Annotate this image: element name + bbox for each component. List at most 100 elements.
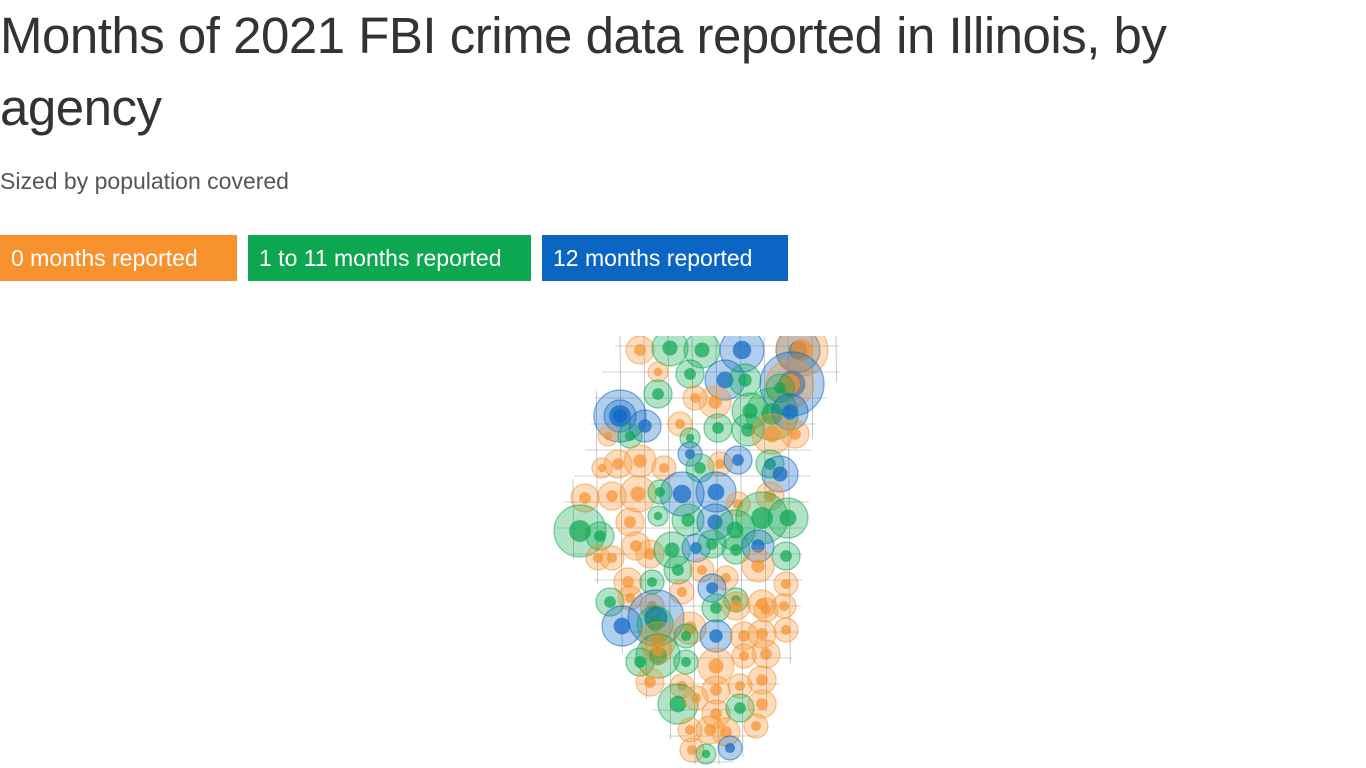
agency-bubble-core [724,742,736,754]
agency-bubble-core [658,462,670,474]
agency-bubble-core [612,458,624,470]
county-line [548,336,551,768]
agency-bubble-core [738,373,752,387]
agency-bubble-core [685,433,695,443]
agency-bubble-core [622,576,634,588]
agency-bubble-core [732,340,752,360]
agency-bubble-core [686,744,698,756]
agency-bubble-core [662,340,678,356]
agency-bubble-core [680,656,692,668]
agency-bubble-core [654,486,666,498]
agency-bubble-core [780,578,792,590]
page-subtitle: Sized by population covered [0,168,289,194]
agency-bubble-core [751,507,773,529]
illinois-map [540,336,850,768]
agency-bubble-core [789,428,801,440]
agency-bubble-core [706,538,718,550]
agency-bubble-core [680,630,692,642]
agency-bubble-core [707,483,725,501]
agency-bubble-core [756,674,768,686]
agency-bubble-core [630,540,642,552]
agency-bubble-core [606,490,618,502]
agency-bubble-core [676,586,688,598]
agency-bubble-core [710,708,722,720]
agency-bubble-core [684,724,696,736]
agency-bubble-core [689,392,701,404]
agency-bubble-core [734,680,746,692]
agency-bubble-core [709,629,723,643]
agency-bubble-core [681,513,695,527]
agency-bubble-core [750,720,762,732]
agency-bubble-core [694,462,706,474]
agency-bubble-core [760,648,772,660]
agency-bubble-core [730,544,742,556]
agency-bubble-core [646,576,658,588]
agency-bubble-core [778,600,790,612]
agency-bubble-core [664,542,680,558]
agency-bubble-core [732,454,744,466]
agency-bubble-core [760,604,772,616]
legend-item-0-months[interactable]: 0 months reported [0,235,237,281]
agency-bubble-core [653,511,663,521]
agency-bubble-core [603,431,613,441]
agency-bubble-core [624,516,636,528]
agency-bubble-core [741,423,755,437]
agency-bubble-core [712,422,724,434]
agency-bubbles [553,336,829,765]
agency-bubble-core [763,425,781,443]
legend-item-1-to-11-months[interactable]: 1 to 11 months reported [248,235,531,281]
agency-bubble-core [634,344,646,356]
agency-bubble-core [756,698,768,710]
county-line [835,336,840,768]
agency-bubble-core [672,564,684,576]
agency-bubble-core [734,702,746,714]
agency-bubble-core [714,458,726,470]
agency-bubble-core [782,404,798,420]
agency-bubble-core [772,466,788,482]
agency-bubble-core [634,656,646,668]
agency-bubble-core [730,600,742,612]
agency-bubble-core [756,628,768,640]
agency-bubble-core [638,419,652,433]
agency-bubble-core [592,552,604,564]
agency-bubble-core [751,559,765,573]
agency-bubble-core [710,602,722,614]
agency-bubble-core [647,616,663,632]
agency-bubble-core [701,749,711,759]
agency-bubble-core [779,509,797,527]
agency-bubble-core [652,388,664,400]
agency-bubble-core [690,542,702,554]
agency-bubble-core [669,695,687,713]
agency-bubble-core [696,564,708,576]
agency-bubble-core [594,530,606,542]
agency-bubble-core [630,486,646,502]
agency-bubble-core [652,644,664,656]
agency-bubble-core [579,492,591,504]
legend-item-12-months[interactable]: 12 months reported [542,235,788,281]
agency-bubble-core [710,684,722,696]
agency-bubble-core [738,630,750,642]
agency-bubble-core [633,454,647,468]
agency-bubble-core [613,409,627,423]
agency-bubble-core [738,650,750,662]
agency-bubble-core [751,539,765,553]
agency-bubble-core [644,676,656,688]
agency-bubble-core [690,692,702,704]
agency-bubble-core [644,548,656,560]
agency-bubble-core [672,484,692,504]
agency-bubble-core [708,395,722,409]
agency-bubble-core [613,617,631,635]
agency-bubble-core [732,498,744,510]
agency-bubble-core [780,624,792,636]
agency-bubble-core [604,596,616,608]
agency-bubble-core [706,582,718,594]
agency-bubble-core [624,430,636,442]
page-title: Months of 2021 FBI crime data reported i… [0,7,1167,136]
agency-bubble-core [708,658,724,674]
agency-bubble-core [674,418,686,430]
agency-bubble-core [653,367,663,377]
agency-bubble-core [684,368,696,380]
agency-bubble-core [624,592,636,604]
map-canvas [548,336,840,768]
